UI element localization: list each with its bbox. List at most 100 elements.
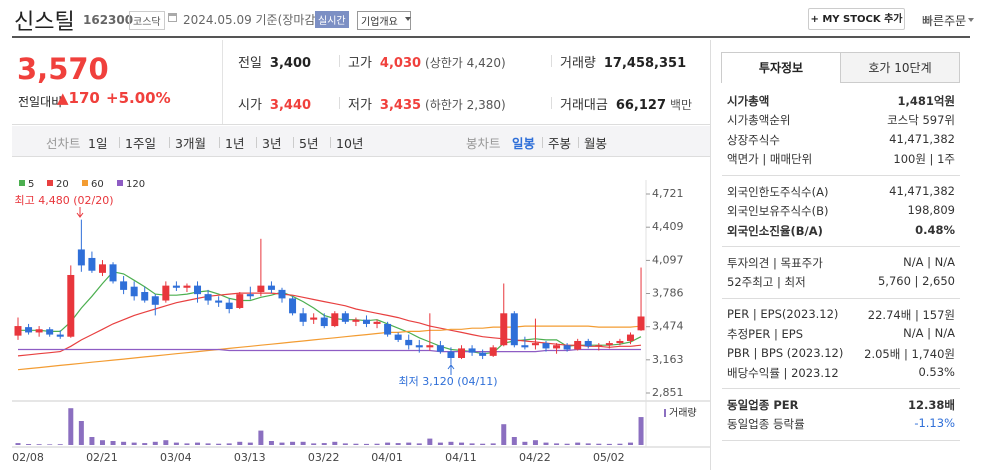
candle-body [458, 348, 466, 358]
candle-body [14, 326, 22, 336]
legend-label: 60 [91, 179, 104, 190]
volume-bar [279, 442, 285, 445]
volume-bar [300, 441, 306, 445]
y-tick-label: 4,097 [652, 253, 684, 266]
volume-bar [173, 442, 179, 445]
summary-value: 3,400 [269, 56, 312, 71]
x-tick-label: 04/22 [519, 451, 551, 464]
summary-note: 백만 [670, 98, 693, 112]
summary-value: 4,030 [379, 56, 422, 71]
x-tick-label: 03/04 [160, 451, 192, 464]
info-value: 0.48% [915, 222, 955, 237]
candle-body [194, 285, 202, 295]
volume-bar [427, 438, 433, 445]
volume-bar [163, 440, 169, 445]
low-arrow [447, 364, 455, 375]
company-overview[interactable]: 기업개요 [357, 11, 411, 30]
info-value: N/A | N/A [903, 326, 955, 341]
info-label: 시가총액 [727, 94, 770, 108]
summary-item: 고가 4,030 (상한가 4,420) [348, 52, 506, 71]
info-label: 외국인보유주식수(B) [727, 204, 829, 219]
summary-divider [551, 55, 552, 67]
summary-value: 3,435 [379, 98, 422, 113]
volume-bar [501, 424, 507, 445]
candle-tab[interactable]: 주봉 [548, 136, 572, 151]
my-stock-button[interactable]: + MY STOCK 추가 [808, 8, 905, 30]
high-arrow [76, 207, 84, 218]
y-tick-label: 3,786 [652, 287, 684, 300]
period-tab[interactable]: 5년 [299, 136, 319, 151]
side-tab[interactable]: 투자정보 [721, 52, 841, 83]
volume-bar [237, 441, 243, 445]
candle-body [162, 285, 170, 301]
info-label: 시가총액순위 [727, 113, 791, 128]
period-tab[interactable]: 1주일 [125, 136, 156, 151]
info-value: -1.13% [914, 416, 955, 431]
volume-bar [268, 441, 274, 445]
candle-body [246, 294, 254, 297]
candle-body [299, 313, 307, 322]
info-label: 상장주식수 [727, 132, 780, 147]
info-value: 41,471,382 [889, 184, 955, 198]
period-tab[interactable]: 1년 [225, 136, 245, 151]
candle-body [257, 285, 265, 293]
candle-body [130, 286, 138, 297]
volume-bar [226, 443, 232, 445]
x-tick-label: 03/13 [234, 451, 266, 464]
summary-note: (상한가 4,420) [425, 56, 506, 70]
info-value: 2.05배 | 1,740원 [864, 346, 955, 361]
candle-body [98, 264, 106, 273]
price-separator [222, 40, 223, 124]
volume-bar [469, 443, 475, 445]
summary-label: 고가 [348, 56, 372, 71]
info-label: 52주최고 | 최저 [727, 275, 806, 290]
volume-bar [385, 442, 391, 445]
candle-body [109, 264, 117, 282]
candle-tab[interactable]: 월봉 [584, 136, 608, 151]
volume-bar [15, 443, 21, 445]
info-label: 동일업종 등락률 [727, 417, 805, 432]
volume-bar [89, 437, 95, 445]
date-text: 2024.05.09 기준(장마감) [183, 13, 321, 27]
volume-bar [554, 443, 560, 445]
candle-body [405, 339, 413, 346]
candle-body [151, 296, 159, 305]
quick-order[interactable]: 빠른주문 [922, 14, 967, 28]
summary-note: (하한가 2,380) [425, 98, 506, 112]
period-tab[interactable]: 3년 [262, 136, 282, 151]
summary-value: 66,127 [615, 98, 667, 113]
summary-item: 거래량 17,458,351 [560, 52, 686, 71]
volume-legend-swatch [664, 409, 666, 417]
period-tab[interactable]: 1일 [88, 136, 108, 151]
volume-bar [26, 444, 32, 445]
change-value: ▲170 [57, 89, 100, 107]
candle-tab[interactable]: 일봉 [512, 136, 536, 151]
stock-name: 신스틸 [14, 10, 75, 35]
volume-bar [152, 441, 158, 445]
info-value: 12.38배 [908, 398, 955, 412]
change-rate: +5.00% [106, 89, 171, 107]
volume-bar [448, 441, 454, 445]
tab-divider [542, 137, 543, 148]
candle-body [426, 345, 434, 348]
summary-divider [339, 55, 340, 67]
y-tick-label: 3,163 [652, 353, 684, 366]
tab-divider [578, 137, 579, 148]
candle-body [626, 334, 634, 341]
legend-label: 5 [28, 179, 34, 190]
info-label: 동일업종 PER [727, 398, 799, 412]
side-tab[interactable]: 호가 10단계 [840, 52, 960, 83]
period-tab[interactable]: 3개월 [175, 136, 206, 151]
volume-bar [131, 442, 137, 445]
tab-divider [169, 137, 170, 148]
candle-body [510, 313, 518, 346]
volume-bar [68, 408, 74, 445]
period-tab[interactable]: 10년 [336, 136, 364, 151]
candle-body [531, 343, 539, 346]
summary-item: 저가 3,435 (하한가 2,380) [348, 94, 506, 113]
candle-body [56, 334, 64, 337]
market-badge: 코스닥 [129, 11, 165, 30]
volume-bar [195, 442, 201, 445]
volume-bar [627, 442, 633, 445]
info-label: 투자의견 | 목표주가 [727, 256, 823, 270]
